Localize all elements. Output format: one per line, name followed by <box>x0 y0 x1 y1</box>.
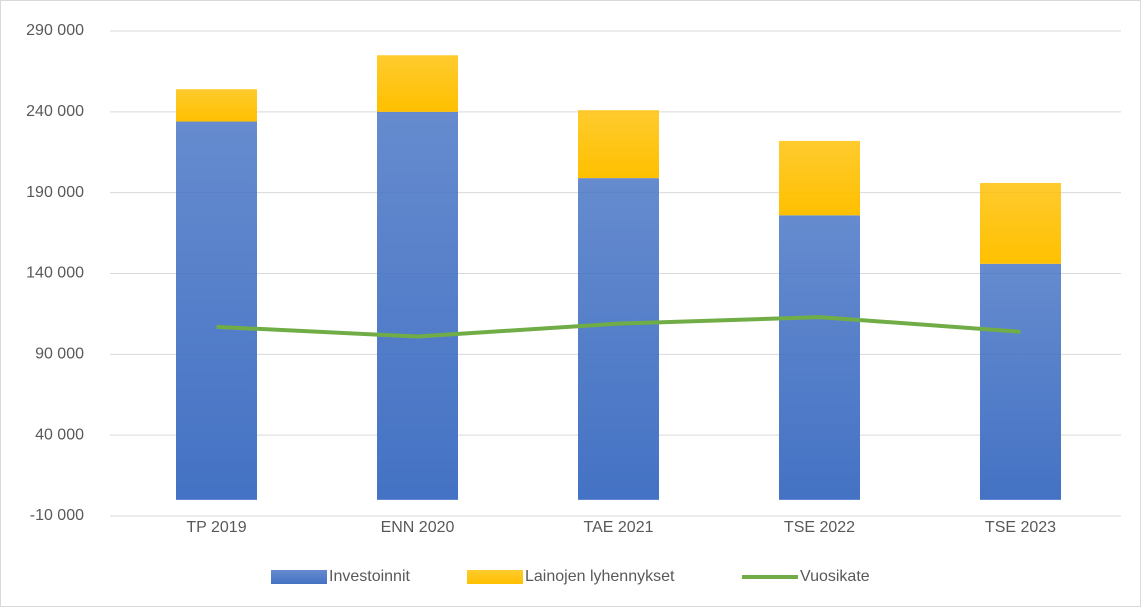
y-tick-label: 40 000 <box>35 426 84 443</box>
x-tick-label: TSE 2023 <box>985 519 1056 536</box>
line <box>216 315 1021 339</box>
bar <box>578 110 659 179</box>
y-tick-label: 190 000 <box>26 184 84 201</box>
bar <box>980 182 1061 264</box>
y-tick-label: -10 000 <box>30 507 84 524</box>
bar <box>176 89 257 122</box>
legend-swatch <box>271 570 327 584</box>
y-tick-label: 90 000 <box>35 346 84 363</box>
legend-label: Lainojen lyhennykset <box>525 568 675 585</box>
x-tick-label: ENN 2020 <box>381 519 455 536</box>
x-tick-label: TP 2019 <box>186 519 246 536</box>
bar <box>176 121 257 500</box>
bar <box>980 263 1061 500</box>
x-tick-label: TAE 2021 <box>584 519 654 536</box>
bar <box>377 55 458 112</box>
bar <box>377 111 458 500</box>
bar <box>578 178 659 500</box>
bar <box>779 215 860 500</box>
y-tick-label: 240 000 <box>26 103 84 120</box>
legend-label: Vuosikate <box>800 568 870 585</box>
legend-label: Investoinnit <box>329 568 410 585</box>
legend-swatch <box>467 570 523 584</box>
y-tick-label: 290 000 <box>26 22 84 39</box>
y-tick-label: 140 000 <box>26 265 84 282</box>
x-tick-label: TSE 2022 <box>784 519 855 536</box>
bar <box>779 140 860 216</box>
